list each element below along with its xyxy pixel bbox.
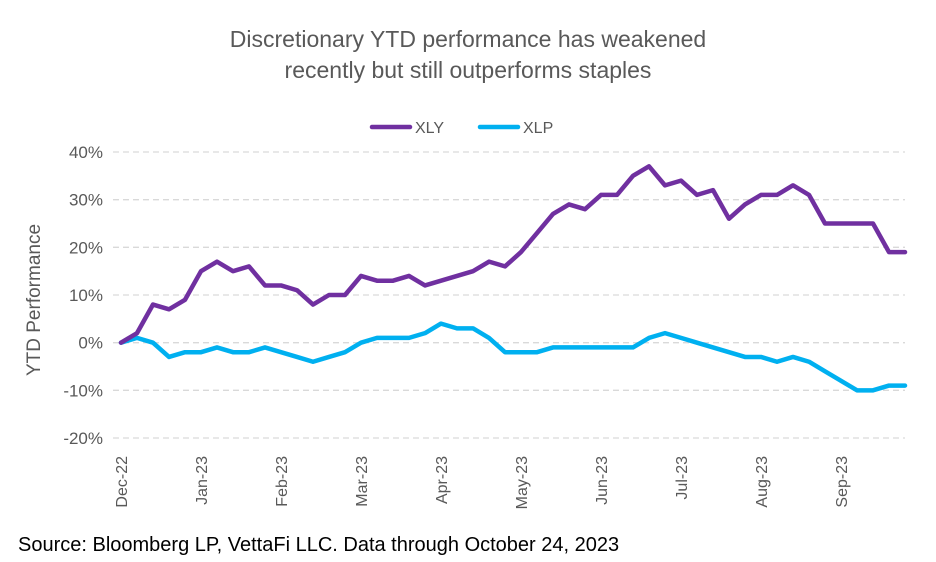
legend-label: XLP <box>523 120 553 137</box>
x-tick-label: Dec-22 <box>114 456 131 508</box>
x-tick-label: Mar-23 <box>354 456 371 507</box>
y-tick-label: 0% <box>78 334 103 353</box>
x-tick-label: Aug-23 <box>754 456 771 508</box>
legend-label: XLY <box>415 120 444 137</box>
y-tick-label: -10% <box>63 381 103 400</box>
line-series <box>118 321 908 393</box>
chart: -20% -10% 0% 10% 20% 30% 40% YTD Performance Dec… <box>24 120 908 509</box>
line-series <box>118 164 908 345</box>
x-tick-label: Sep-23 <box>834 456 851 508</box>
y-tick-label: 30% <box>69 191 103 210</box>
x-tick-label: Jul-23 <box>674 456 691 500</box>
source-note: Source: Bloomberg LP, VettaFi LLC. Data … <box>18 534 620 556</box>
y-tick-label: 40% <box>69 143 103 162</box>
x-tick-label: May-23 <box>514 456 531 509</box>
chart-title: Discretionary YTD performance has weaken… <box>229 26 707 83</box>
y-axis-label: YTD Performance <box>24 224 45 376</box>
x-tick-label: Jun-23 <box>594 456 611 505</box>
x-tick-label: Jan-23 <box>194 456 211 505</box>
y-tick-label: 10% <box>69 286 103 305</box>
y-tick-label: 20% <box>69 238 103 257</box>
y-tick-label: -20% <box>63 429 103 448</box>
x-tick-label: Apr-23 <box>434 456 451 504</box>
x-tick-label: Feb-23 <box>274 456 291 507</box>
